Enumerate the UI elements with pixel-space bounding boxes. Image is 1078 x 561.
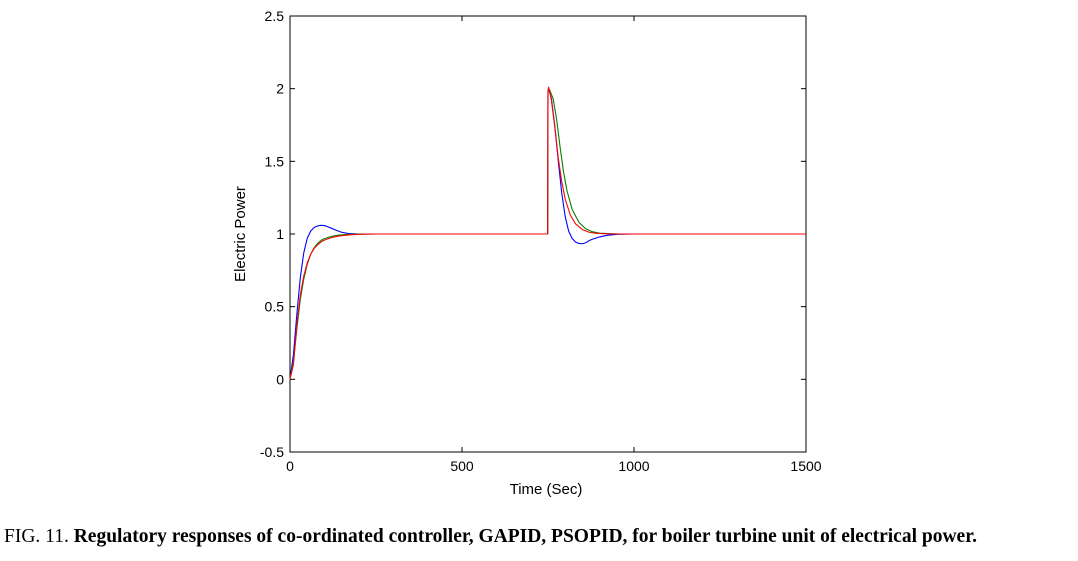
y-tick-label: 2.5 <box>265 8 285 24</box>
x-tick-label: 1500 <box>790 458 821 474</box>
axis-ticks <box>289 15 807 453</box>
y-tick-label: -0.5 <box>260 444 284 460</box>
y-tick-label: 1.5 <box>265 153 285 169</box>
caption-text: Regulatory responses of co-ordinated con… <box>73 526 977 547</box>
y-tick-label: 2 <box>276 81 284 97</box>
x-tick-label: 0 <box>286 458 294 474</box>
y-tick-label: 1 <box>276 226 284 242</box>
y-tick-label: 0 <box>276 371 284 387</box>
caption-lead: FIG. 11. <box>4 526 69 547</box>
y-tick-label: 0.5 <box>265 299 285 315</box>
series-lines <box>289 86 806 380</box>
series-line-3 <box>289 86 806 380</box>
y-axis-label: Electric Power <box>232 186 249 282</box>
x-tick-label: 1000 <box>618 458 649 474</box>
tick-labels: 0 500 1000 1500-0.500.511.522.5 <box>260 8 822 474</box>
figure-caption: FIG. 11. Regulatory responses of co-ordi… <box>4 526 1076 548</box>
x-tick-label: 500 <box>450 458 474 474</box>
chart: 0 500 1000 1500-0.500.511.522.5 Time (Sec) … <box>232 8 822 498</box>
x-axis-label: Time (Sec) <box>510 481 583 498</box>
